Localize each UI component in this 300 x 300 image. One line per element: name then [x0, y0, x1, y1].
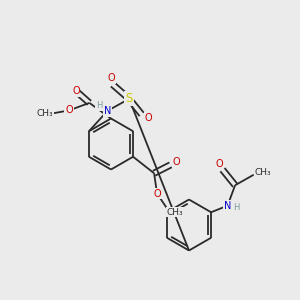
Text: O: O — [173, 158, 180, 167]
Text: O: O — [65, 105, 73, 116]
Text: H: H — [96, 101, 102, 110]
Text: O: O — [145, 113, 152, 123]
Text: CH₃: CH₃ — [167, 208, 183, 217]
Text: N: N — [224, 201, 231, 211]
Text: CH₃: CH₃ — [37, 109, 53, 118]
Text: H: H — [233, 203, 240, 212]
Text: CH₃: CH₃ — [255, 168, 272, 177]
Text: S: S — [125, 92, 133, 105]
Text: O: O — [153, 189, 161, 199]
Text: N: N — [104, 106, 111, 116]
Text: O: O — [215, 159, 223, 169]
Text: O: O — [72, 86, 80, 96]
Text: O: O — [107, 73, 115, 83]
